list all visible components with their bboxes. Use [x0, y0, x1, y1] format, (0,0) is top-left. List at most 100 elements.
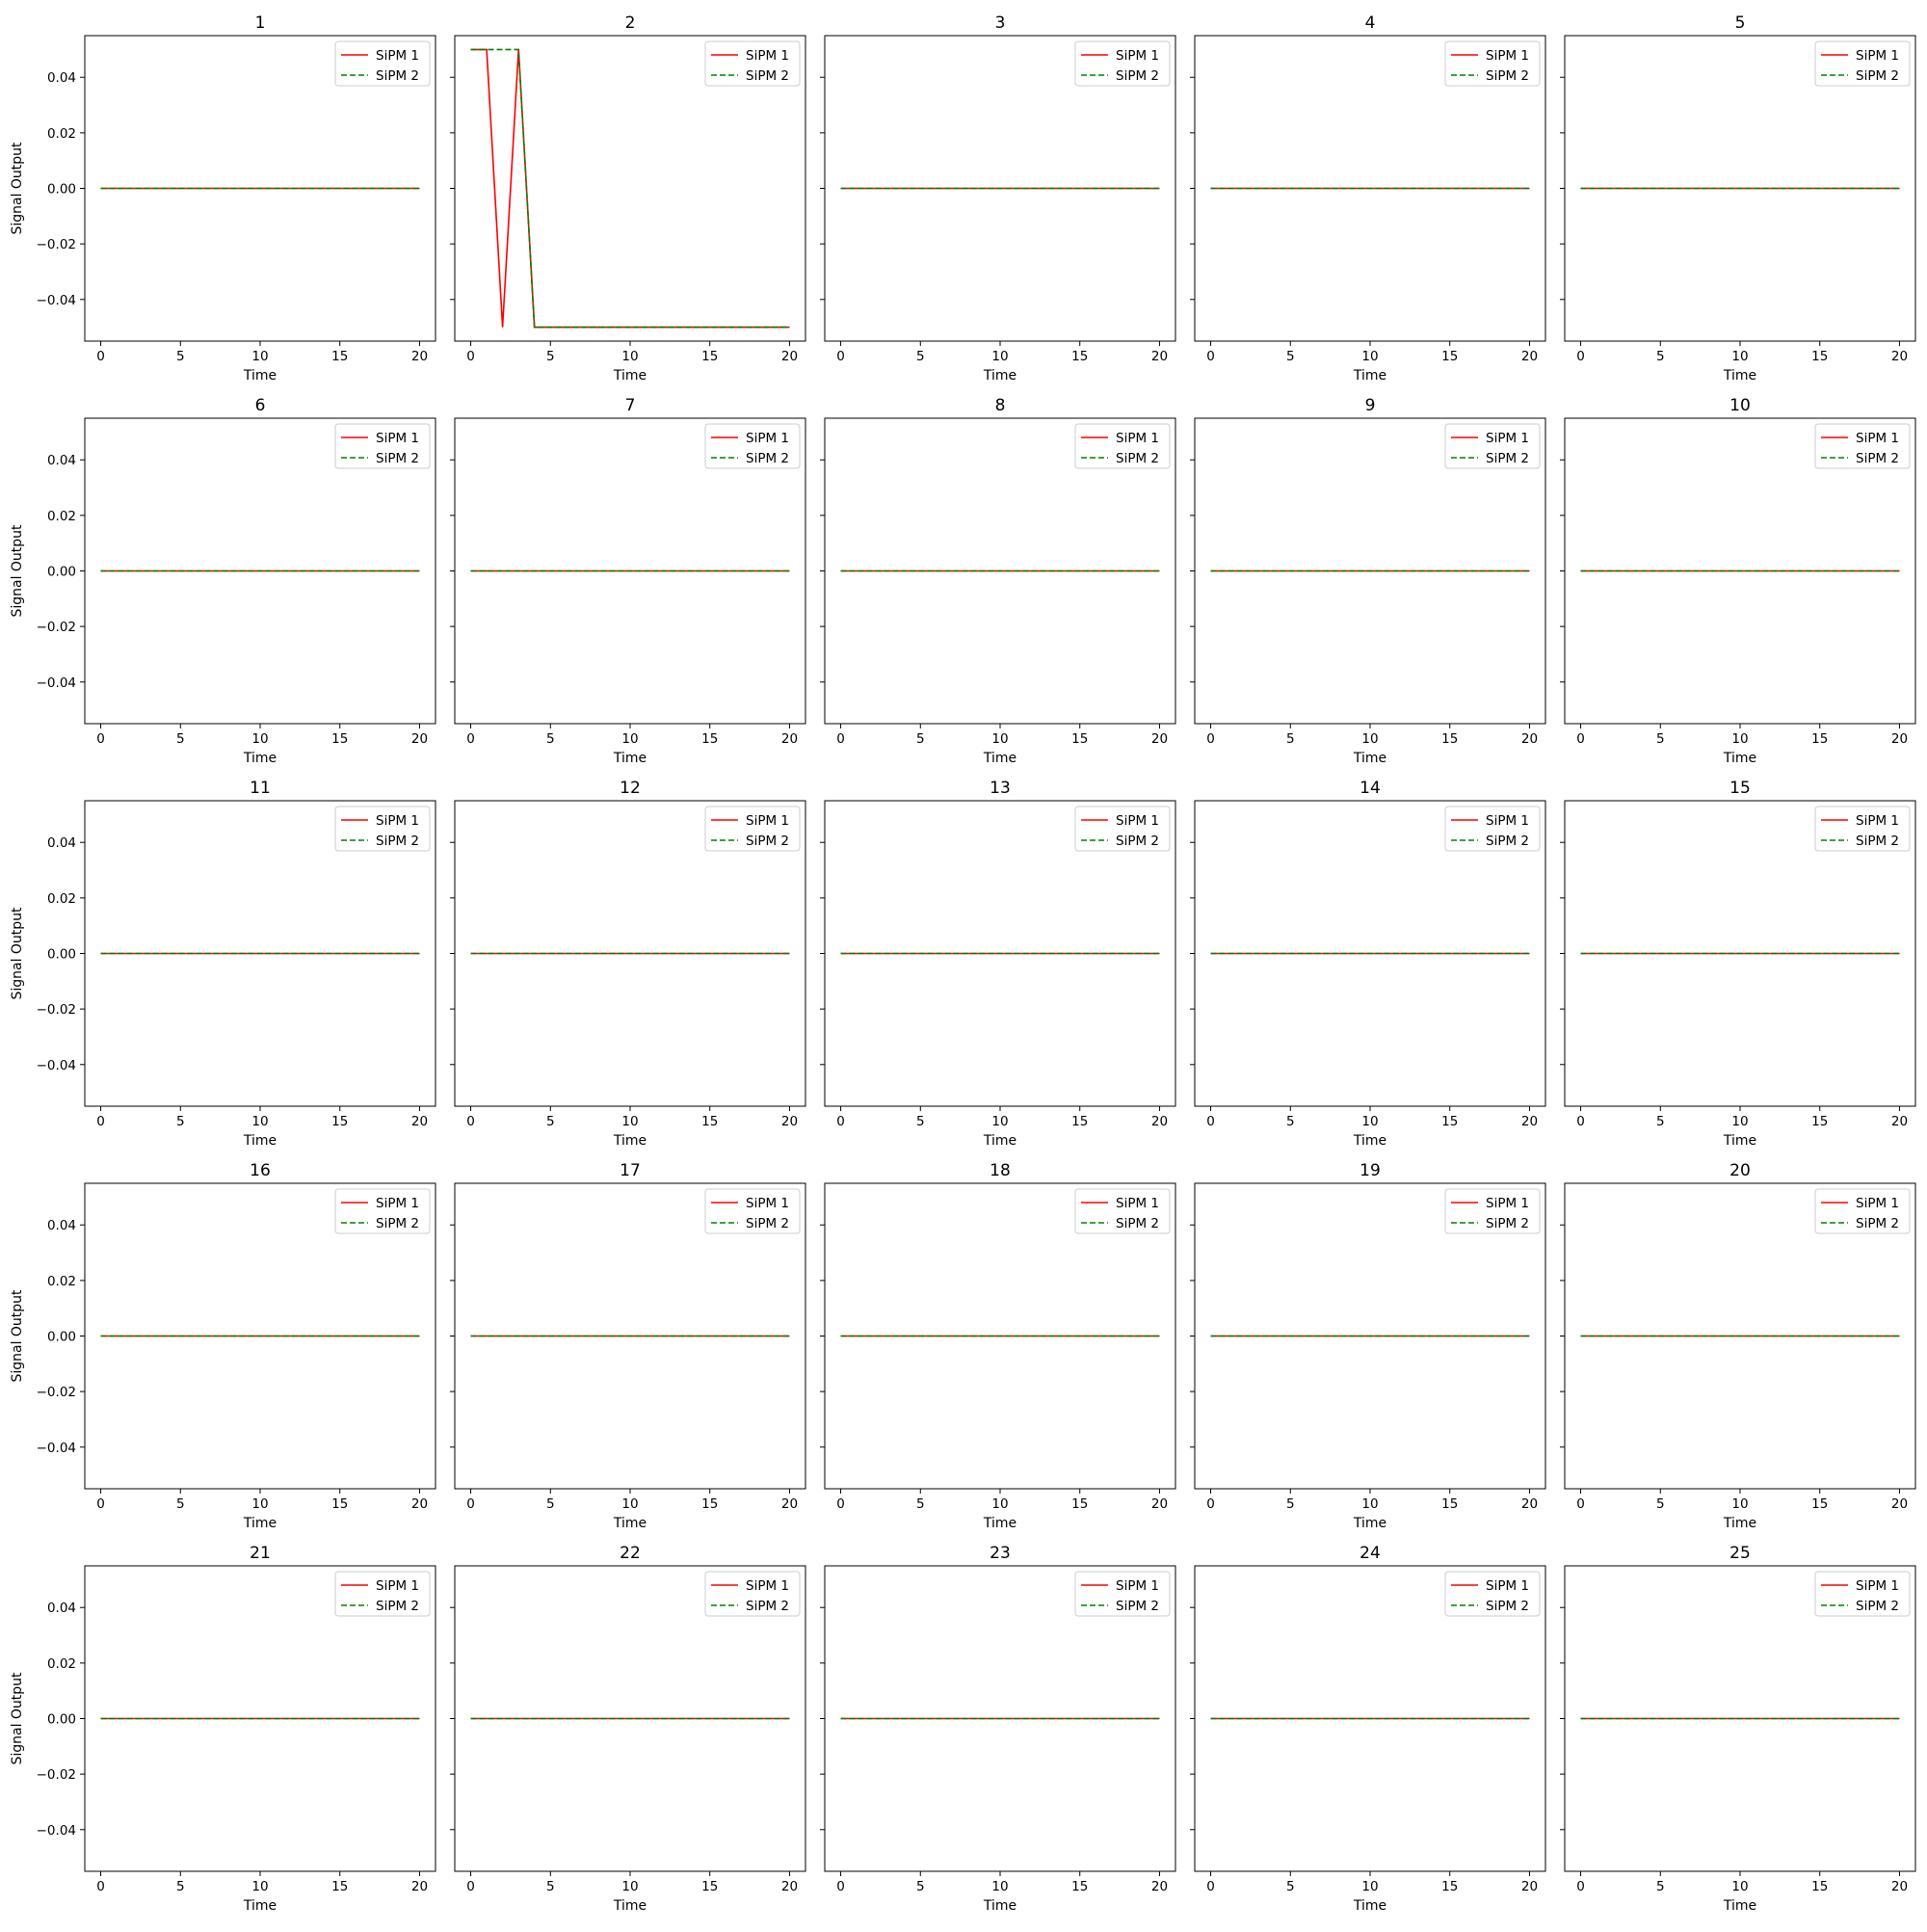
x-axis-label: Time: [243, 368, 277, 384]
legend: SiPM 1 SiPM 2: [1444, 423, 1541, 469]
x-tick-label: 5: [1286, 1879, 1295, 1894]
y-axis-label: Signal Output: [10, 142, 25, 235]
y-tick-label: −0.02: [37, 1385, 76, 1400]
subplot-title: 17: [620, 1161, 641, 1180]
legend-label-sipm2: SiPM 2: [1486, 834, 1529, 849]
x-tick-label: 0: [1206, 731, 1215, 747]
x-tick-label: 15: [1441, 349, 1458, 364]
x-axis-label: Time: [983, 751, 1016, 766]
subplot-23: 23 0 5 10 15 20 Time SiPM 1 SiPM 2: [820, 1544, 1176, 1914]
x-tick-label: 0: [96, 349, 105, 364]
legend-label-sipm1: SiPM 1: [1486, 1578, 1529, 1594]
x-tick-label: 20: [781, 1496, 798, 1512]
y-tick-label: −0.04: [37, 1441, 76, 1456]
subplot-21: 21 0 5 10 15 20 0.04 0.02 0.00 −0.02 −0.04 Time Sign…: [10, 1544, 436, 1914]
x-tick-label: 5: [1286, 1496, 1295, 1512]
x-tick-label: 20: [1151, 731, 1168, 747]
x-tick-label: 10: [621, 1496, 638, 1512]
x-tick-label: 20: [411, 1879, 428, 1894]
x-tick-label: 10: [1731, 1879, 1748, 1894]
legend-label-sipm2: SiPM 2: [1116, 451, 1159, 466]
y-tick-label: 0.02: [47, 1274, 76, 1289]
x-tick-label: 15: [1811, 1496, 1828, 1512]
y-tick-label: 0.02: [47, 891, 76, 907]
x-tick-label: 15: [701, 731, 718, 747]
x-tick-label: 20: [781, 349, 798, 364]
subplot-title: 2: [625, 13, 636, 33]
x-tick-label: 10: [1361, 731, 1378, 747]
x-tick-label: 20: [1891, 731, 1908, 747]
x-tick-label: 0: [836, 1114, 845, 1129]
legend-label-sipm2: SiPM 2: [746, 68, 789, 84]
x-tick-label: 0: [466, 1879, 475, 1894]
legend-label-sipm2: SiPM 2: [1116, 1216, 1159, 1231]
x-axis-label: Time: [613, 751, 647, 766]
x-axis-label: Time: [1353, 751, 1386, 766]
legend: SiPM 1 SiPM 2: [1814, 806, 1911, 852]
x-tick-label: 10: [251, 1496, 268, 1512]
x-tick-label: 10: [1361, 349, 1378, 364]
x-tick-label: 15: [331, 1114, 348, 1129]
legend-label-sipm2: SiPM 2: [376, 68, 419, 84]
x-tick-label: 15: [701, 1114, 718, 1129]
legend-label-sipm1: SiPM 1: [1116, 1578, 1159, 1594]
subplot-title: 18: [990, 1161, 1011, 1180]
y-tick-label: 0.04: [47, 70, 76, 86]
subplot-11: 11 0 5 10 15 20 0.04 0.02 0.00 −0.02 −0.04 Time Sign…: [10, 779, 436, 1149]
x-tick-label: 5: [1286, 349, 1295, 364]
x-tick-label: 0: [1576, 1496, 1585, 1512]
legend-label-sipm2: SiPM 2: [1116, 834, 1159, 849]
subplot-8: 8 0 5 10 15 20 Time SiPM 1 SiPM 2: [820, 396, 1176, 766]
x-tick-label: 15: [1441, 1114, 1458, 1129]
subplot-title: 21: [250, 1544, 271, 1563]
x-tick-label: 20: [1891, 1879, 1908, 1894]
x-tick-label: 10: [991, 1114, 1008, 1129]
x-axis-label: Time: [983, 1516, 1016, 1531]
subplot-title: 14: [1359, 779, 1381, 798]
legend-label-sipm2: SiPM 2: [1486, 68, 1529, 84]
x-tick-label: 10: [1361, 1496, 1378, 1512]
subplot-17: 17 0 5 10 15 20 Time SiPM 1 SiPM 2: [450, 1161, 806, 1531]
x-tick-label: 20: [411, 1114, 428, 1129]
x-tick-label: 15: [1071, 1879, 1088, 1894]
x-tick-label: 0: [1576, 731, 1585, 747]
x-tick-label: 15: [1811, 1879, 1828, 1894]
x-tick-label: 10: [1731, 1114, 1748, 1129]
x-tick-label: 15: [1811, 1114, 1828, 1129]
y-tick-label: 0.00: [47, 1712, 76, 1728]
x-axis-label: Time: [1353, 1516, 1386, 1531]
y-tick-label: 0.04: [47, 835, 76, 851]
legend-label-sipm1: SiPM 1: [1116, 813, 1159, 829]
legend: SiPM 1 SiPM 2: [1074, 1571, 1171, 1617]
subplot-5: 5 0 5 10 15 20 Time SiPM 1 SiPM 2: [1560, 13, 1916, 384]
x-tick-label: 5: [1656, 731, 1665, 747]
subplot-25: 25 0 5 10 15 20 Time SiPM 1 SiPM 2: [1560, 1544, 1916, 1914]
legend: SiPM 1 SiPM 2: [1444, 1188, 1541, 1234]
x-axis-label: Time: [1723, 751, 1756, 766]
x-tick-label: 5: [546, 1879, 555, 1894]
x-tick-label: 5: [176, 349, 185, 364]
x-tick-label: 0: [1206, 1496, 1215, 1512]
x-tick-label: 10: [1361, 1114, 1378, 1129]
x-axis-label: Time: [613, 1516, 647, 1531]
legend-label-sipm1: SiPM 1: [376, 813, 419, 829]
x-tick-label: 0: [836, 1879, 845, 1894]
x-tick-label: 20: [1521, 1879, 1538, 1894]
y-tick-label: 0.02: [47, 1656, 76, 1672]
y-tick-label: 0.00: [47, 565, 76, 580]
legend: SiPM 1 SiPM 2: [704, 40, 801, 87]
legend: SiPM 1 SiPM 2: [334, 423, 431, 469]
legend-label-sipm2: SiPM 2: [376, 834, 419, 849]
subplot-18: 18 0 5 10 15 20 Time SiPM 1 SiPM 2: [820, 1161, 1176, 1531]
x-axis-label: Time: [613, 1133, 647, 1149]
legend-label-sipm2: SiPM 2: [1856, 1216, 1899, 1231]
subplot-9: 9 0 5 10 15 20 Time SiPM 1 SiPM 2: [1190, 396, 1546, 766]
x-tick-label: 10: [621, 349, 638, 364]
x-tick-label: 20: [1891, 1114, 1908, 1129]
x-tick-label: 20: [1891, 349, 1908, 364]
x-tick-label: 20: [1151, 1114, 1168, 1129]
x-tick-label: 5: [546, 1114, 555, 1129]
x-tick-label: 15: [1071, 1114, 1088, 1129]
subplot-title: 13: [990, 779, 1011, 798]
